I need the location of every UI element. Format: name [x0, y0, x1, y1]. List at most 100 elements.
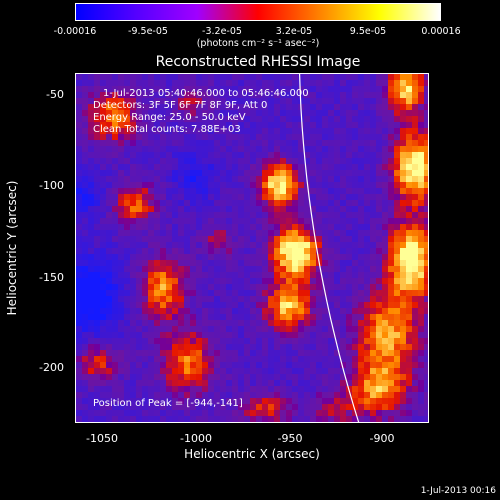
heatmap-cell [340, 344, 346, 350]
heatmap-cell [178, 332, 184, 338]
heatmap-cell [394, 206, 400, 212]
heatmap-cell [394, 338, 400, 344]
heatmap-cell [388, 80, 394, 86]
heatmap-cell [184, 242, 190, 248]
heatmap-cell [136, 332, 142, 338]
heatmap-cell [280, 344, 286, 350]
heatmap-cell [106, 320, 112, 326]
heatmap-cell [304, 296, 310, 302]
heatmap-cell [214, 80, 220, 86]
heatmap-cell [292, 242, 298, 248]
heatmap-cell [238, 416, 244, 422]
heatmap-cell [274, 92, 280, 98]
heatmap-cell [364, 362, 370, 368]
heatmap-cell [160, 140, 166, 146]
heatmap-cell [244, 284, 250, 290]
heatmap-cell [172, 260, 178, 266]
heatmap-cell [268, 362, 274, 368]
heatmap-cell [364, 206, 370, 212]
heatmap-cell [220, 254, 226, 260]
heatmap-cell [172, 230, 178, 236]
heatmap-cell [406, 386, 412, 392]
heatmap-cell [310, 368, 316, 374]
heatmap-cell [76, 236, 82, 242]
heatmap-cell [412, 302, 418, 308]
heatmap-cell [292, 134, 298, 140]
heatmap-cell [130, 140, 136, 146]
heatmap-cell [394, 236, 400, 242]
heatmap-cell [340, 206, 346, 212]
heatmap-cell [400, 236, 406, 242]
heatmap-cell [418, 146, 424, 152]
heatmap-cell [250, 122, 256, 128]
heatmap-cell [298, 422, 304, 423]
heatmap-cell [268, 326, 274, 332]
heatmap-cell [250, 278, 256, 284]
heatmap-cell [124, 320, 130, 326]
heatmap-cell [106, 140, 112, 146]
heatmap-cell [112, 212, 118, 218]
heatmap-cell [244, 392, 250, 398]
heatmap-cell [244, 218, 250, 224]
heatmap-cell [370, 182, 376, 188]
heatmap-cell [220, 98, 226, 104]
heatmap-cell [328, 368, 334, 374]
heatmap-cell [130, 230, 136, 236]
heatmap-cell [262, 368, 268, 374]
heatmap-cell [112, 398, 118, 404]
heatmap-cell [376, 272, 382, 278]
heatmap-cell [112, 362, 118, 368]
heatmap-cell [370, 320, 376, 326]
heatmap-cell [208, 194, 214, 200]
heatmap-cell [154, 404, 160, 410]
heatmap-cell [262, 386, 268, 392]
heatmap-cell [298, 302, 304, 308]
heatmap-cell [250, 338, 256, 344]
heatmap-cell [382, 422, 388, 423]
heatmap-cell [214, 404, 220, 410]
heatmap-cell [76, 392, 82, 398]
heatmap-cell [238, 158, 244, 164]
heatmap-cell [310, 266, 316, 272]
heatmap-cell [280, 368, 286, 374]
heatmap-cell [298, 164, 304, 170]
heatmap-cell [220, 380, 226, 386]
heatmap-cell [388, 266, 394, 272]
heatmap-cell [370, 284, 376, 290]
heatmap-cell [412, 176, 418, 182]
heatmap-cell [328, 146, 334, 152]
heatmap-cell [106, 74, 112, 80]
heatmap-cell [100, 422, 106, 423]
heatmap-cell [370, 140, 376, 146]
heatmap-cell [130, 218, 136, 224]
heatmap-cell [406, 134, 412, 140]
heatmap-cell [358, 392, 364, 398]
heatmap-cell [214, 200, 220, 206]
heatmap-cell [388, 368, 394, 374]
heatmap-cell [238, 224, 244, 230]
heatmap-cell [190, 134, 196, 140]
heatmap-cell [238, 362, 244, 368]
heatmap-cell [76, 128, 82, 134]
heatmap-cell [136, 392, 142, 398]
heatmap-cell [88, 308, 94, 314]
heatmap-cell [394, 260, 400, 266]
heatmap-cell [286, 110, 292, 116]
heatmap-cell [106, 350, 112, 356]
heatmap-cell [160, 356, 166, 362]
heatmap-cell [280, 98, 286, 104]
heatmap-cell [388, 308, 394, 314]
heatmap-cell [400, 200, 406, 206]
heatmap-cell [226, 326, 232, 332]
heatmap-cell [280, 404, 286, 410]
heatmap-cell [334, 188, 340, 194]
heatmap-cell [166, 164, 172, 170]
heatmap-cell [364, 254, 370, 260]
heatmap-cell [256, 320, 262, 326]
heatmap-cell [286, 422, 292, 423]
heatmap-cell [310, 182, 316, 188]
heatmap-cell [316, 134, 322, 140]
heatmap-cell [358, 248, 364, 254]
heatmap-cell [220, 152, 226, 158]
heatmap-cell [232, 218, 238, 224]
